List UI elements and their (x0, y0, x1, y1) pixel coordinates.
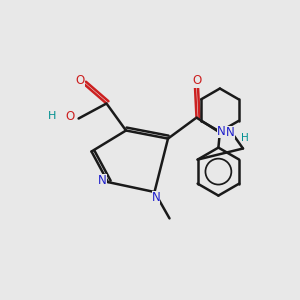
Text: O: O (193, 74, 202, 88)
Text: N: N (226, 126, 235, 140)
Text: H: H (48, 111, 56, 121)
Text: N: N (217, 124, 226, 138)
Text: N: N (152, 191, 160, 204)
Text: O: O (76, 74, 85, 87)
Text: H: H (241, 133, 249, 143)
Text: O: O (66, 110, 75, 123)
Text: N: N (98, 174, 107, 187)
